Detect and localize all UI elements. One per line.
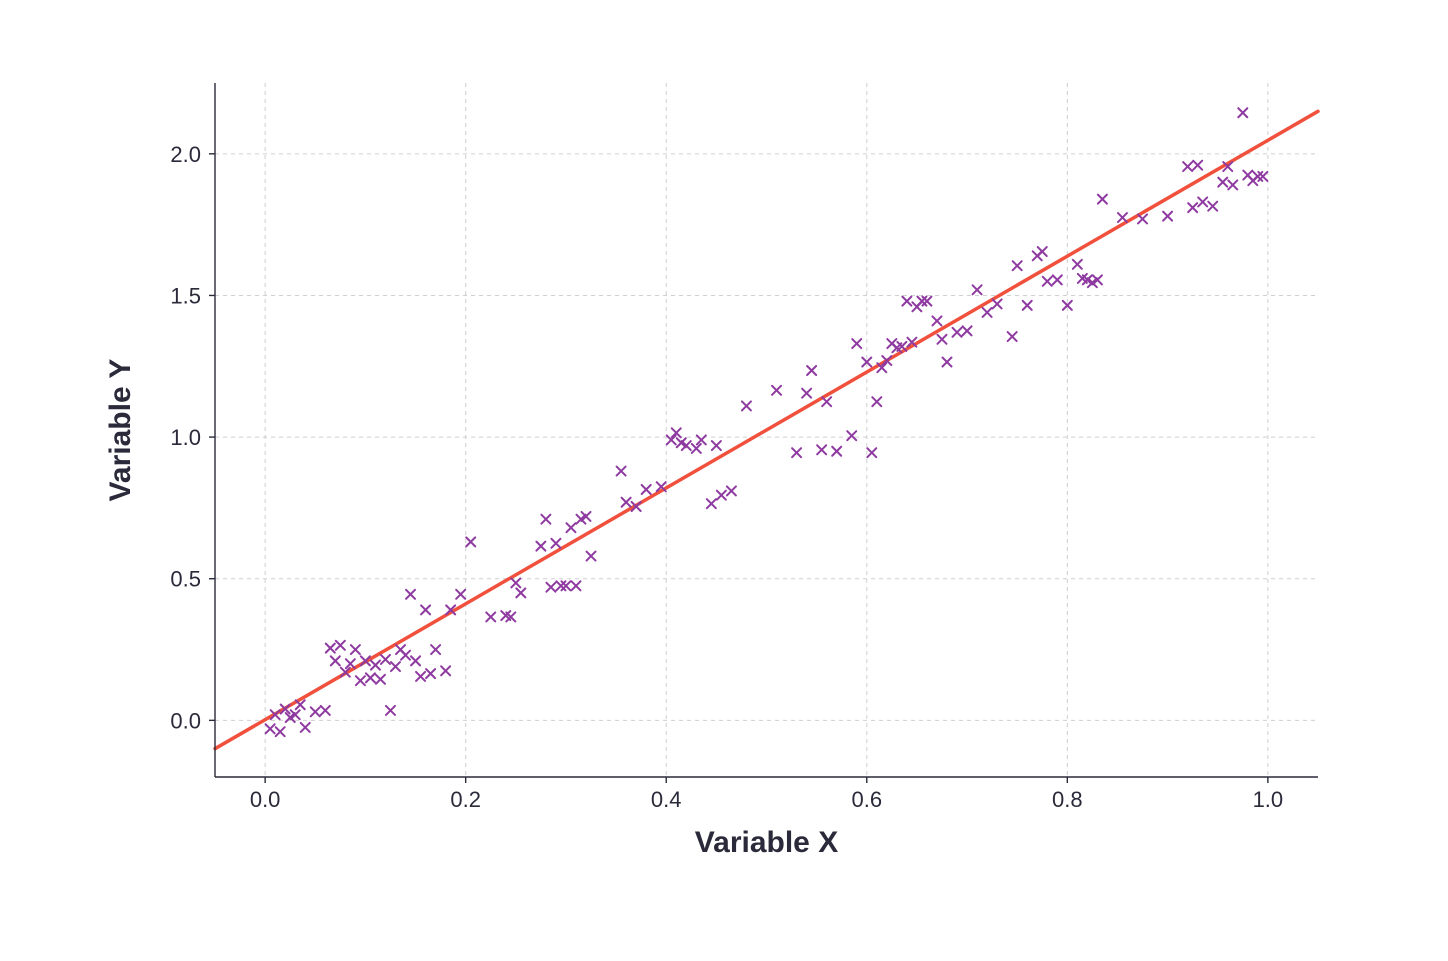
x-tick-label: 1.0	[1253, 787, 1284, 812]
x-tick-label: 0.0	[250, 787, 281, 812]
y-tick-label: 0.0	[170, 708, 201, 733]
chart-background	[0, 0, 1448, 961]
y-tick-label: 2.0	[170, 142, 201, 167]
scatter-chart: 0.0 0.2 0.4 0.6 0.8 1.0 0.0 0.5 1.0 1.5 2.0 Variabl…	[0, 0, 1448, 961]
x-tick-label: 0.4	[651, 787, 682, 812]
x-tick-label: 0.2	[450, 787, 481, 812]
chart-svg: 0.0 0.2 0.4 0.6 0.8 1.0 0.0 0.5 1.0 1.5 2.0 Variabl…	[0, 0, 1448, 961]
y-tick-label: 0.5	[170, 567, 201, 592]
y-tick-label: 1.0	[170, 425, 201, 450]
x-tick-label: 0.8	[1052, 787, 1083, 812]
x-tick-label: 0.6	[851, 787, 882, 812]
x-axis-label: Variable X	[695, 826, 838, 859]
y-axis-label: Variable Y	[104, 359, 137, 502]
y-tick-label: 1.5	[170, 283, 201, 308]
